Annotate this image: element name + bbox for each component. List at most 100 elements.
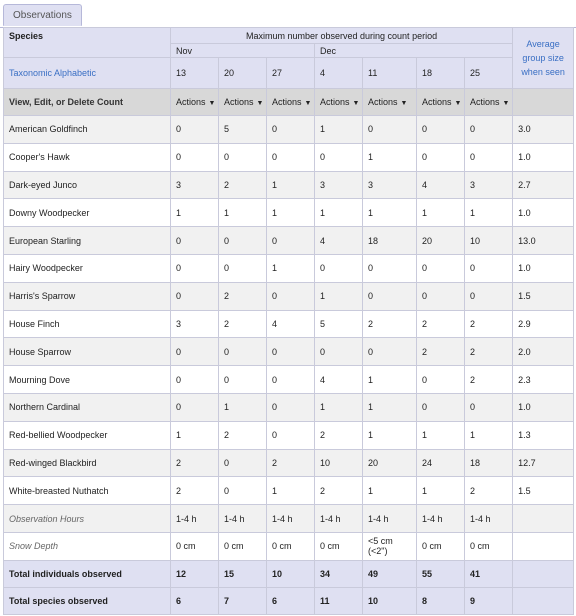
count-cell: 1-4 h bbox=[314, 504, 363, 533]
taxonomic-alphabetic-sort[interactable]: Taxonomic Alphabetic bbox=[3, 57, 171, 89]
caret-icon: ▼ bbox=[352, 100, 360, 107]
count-cell: 1 bbox=[314, 281, 363, 311]
count-cell: 0 bbox=[170, 253, 219, 283]
count-cell: 0 bbox=[170, 226, 219, 255]
actions-dropdown[interactable]: Actions ▼ bbox=[463, 88, 514, 116]
total-label: Total individuals observed bbox=[3, 559, 171, 588]
view-edit-delete-label: View, Edit, or Delete Count bbox=[3, 88, 171, 116]
date-header: 18 bbox=[416, 57, 465, 89]
table-row: American Goldfinch 0 5 0 1 0 0 0 3.0 bbox=[3, 115, 575, 144]
count-cell: 0 bbox=[170, 281, 219, 311]
count-cell: 0 bbox=[218, 253, 267, 283]
count-cell: 1 bbox=[362, 420, 417, 450]
count-cell: 0 bbox=[362, 253, 417, 283]
actions-dropdown[interactable]: Actions ▼ bbox=[218, 88, 267, 116]
count-cell: 1-4 h bbox=[362, 504, 417, 533]
count-cell: 0 cm bbox=[416, 531, 465, 561]
date-header: 13 bbox=[170, 57, 219, 89]
count-cell: 4 bbox=[314, 365, 363, 394]
count-cell: 2 bbox=[314, 476, 363, 506]
species-name: Observation Hours bbox=[3, 504, 171, 533]
avg-group-size-header[interactable]: Average group size when seen bbox=[512, 27, 575, 89]
count-cell: 0 bbox=[416, 253, 465, 283]
table-row: Hairy Woodpecker 0 0 1 0 0 0 0 1.0 bbox=[3, 253, 575, 283]
count-cell: 1 bbox=[218, 198, 267, 228]
count-cell: 0 cm bbox=[266, 531, 315, 561]
count-cell: 3 bbox=[170, 170, 219, 200]
total-cell: 34 bbox=[314, 559, 363, 588]
count-cell: 5 bbox=[218, 115, 267, 144]
total-cell: 9 bbox=[463, 586, 514, 615]
table-row: Downy Woodpecker 1 1 1 1 1 1 1 1.0 bbox=[3, 198, 575, 228]
actions-dropdown[interactable]: Actions ▼ bbox=[170, 88, 219, 116]
count-cell: 2 bbox=[416, 337, 465, 367]
count-cell: 1 bbox=[170, 198, 219, 228]
species-name: Snow Depth bbox=[3, 531, 171, 561]
count-cell: 0 bbox=[416, 115, 465, 144]
count-cell: <5 cm (<2") bbox=[362, 531, 417, 561]
count-cell: 10 bbox=[314, 448, 363, 478]
count-cell: 18 bbox=[463, 448, 514, 478]
count-cell: 2 bbox=[218, 281, 267, 311]
date-header: 20 bbox=[218, 57, 267, 89]
count-cell: 0 bbox=[170, 142, 219, 172]
total-cell: 6 bbox=[266, 586, 315, 615]
avg-cell: 2.3 bbox=[512, 365, 575, 394]
count-cell: 4 bbox=[266, 309, 315, 339]
count-cell: 2 bbox=[218, 420, 267, 450]
count-cell: 1 bbox=[416, 476, 465, 506]
count-cell: 3 bbox=[463, 170, 514, 200]
caret-icon: ▼ bbox=[304, 100, 312, 107]
count-cell: 2 bbox=[463, 365, 514, 394]
count-cell: 0 bbox=[170, 392, 219, 422]
count-cell: 2 bbox=[218, 170, 267, 200]
species-name: Red-winged Blackbird bbox=[3, 448, 171, 478]
avg-empty bbox=[512, 88, 575, 116]
tab-observations[interactable]: Observations bbox=[3, 4, 82, 26]
caret-icon: ▼ bbox=[502, 100, 510, 107]
species-name: European Starling bbox=[3, 226, 171, 255]
count-cell: 1 bbox=[314, 392, 363, 422]
count-cell: 0 bbox=[266, 142, 315, 172]
table-row: Northern Cardinal 0 1 0 1 1 0 0 1.0 bbox=[3, 392, 575, 422]
count-cell: 1 bbox=[463, 420, 514, 450]
count-cell: 0 bbox=[362, 115, 417, 144]
count-cell: 2 bbox=[266, 448, 315, 478]
species-name: American Goldfinch bbox=[3, 115, 171, 144]
avg-cell: 1.0 bbox=[512, 198, 575, 228]
species-header: Species bbox=[3, 27, 171, 58]
count-cell: 0 cm bbox=[463, 531, 514, 561]
count-cell: 1-4 h bbox=[266, 504, 315, 533]
total-label: Total species observed bbox=[3, 586, 171, 615]
count-cell: 1 bbox=[218, 392, 267, 422]
actions-dropdown[interactable]: Actions ▼ bbox=[314, 88, 363, 116]
date-header: 25 bbox=[463, 57, 514, 89]
actions-dropdown[interactable]: Actions ▼ bbox=[266, 88, 315, 116]
caret-icon: ▼ bbox=[400, 100, 408, 107]
actions-dropdown[interactable]: Actions ▼ bbox=[416, 88, 465, 116]
actions-label: Actions bbox=[272, 97, 302, 107]
species-name: Downy Woodpecker bbox=[3, 198, 171, 228]
count-cell: 3 bbox=[314, 170, 363, 200]
actions-dropdown[interactable]: Actions ▼ bbox=[362, 88, 417, 116]
count-cell: 0 bbox=[266, 115, 315, 144]
total-cell: 12 bbox=[170, 559, 219, 588]
count-cell: 0 bbox=[266, 337, 315, 367]
total-cell: 15 bbox=[218, 559, 267, 588]
count-cell: 1 bbox=[362, 365, 417, 394]
count-cell: 1-4 h bbox=[463, 504, 514, 533]
total-cell: 10 bbox=[266, 559, 315, 588]
count-cell: 0 bbox=[362, 281, 417, 311]
count-cell: 0 bbox=[463, 392, 514, 422]
avg-cell: 12.7 bbox=[512, 448, 575, 478]
actions-label: Actions bbox=[224, 97, 254, 107]
count-cell: 0 bbox=[170, 337, 219, 367]
caret-icon: ▼ bbox=[208, 100, 216, 107]
month-dec: Dec bbox=[313, 43, 514, 58]
count-cell: 1-4 h bbox=[170, 504, 219, 533]
count-cell: 4 bbox=[416, 170, 465, 200]
count-cell: 0 bbox=[314, 253, 363, 283]
table-row: House Sparrow 0 0 0 0 0 2 2 2.0 bbox=[3, 337, 575, 367]
count-cell: 1 bbox=[266, 476, 315, 506]
count-cell: 0 bbox=[463, 142, 514, 172]
